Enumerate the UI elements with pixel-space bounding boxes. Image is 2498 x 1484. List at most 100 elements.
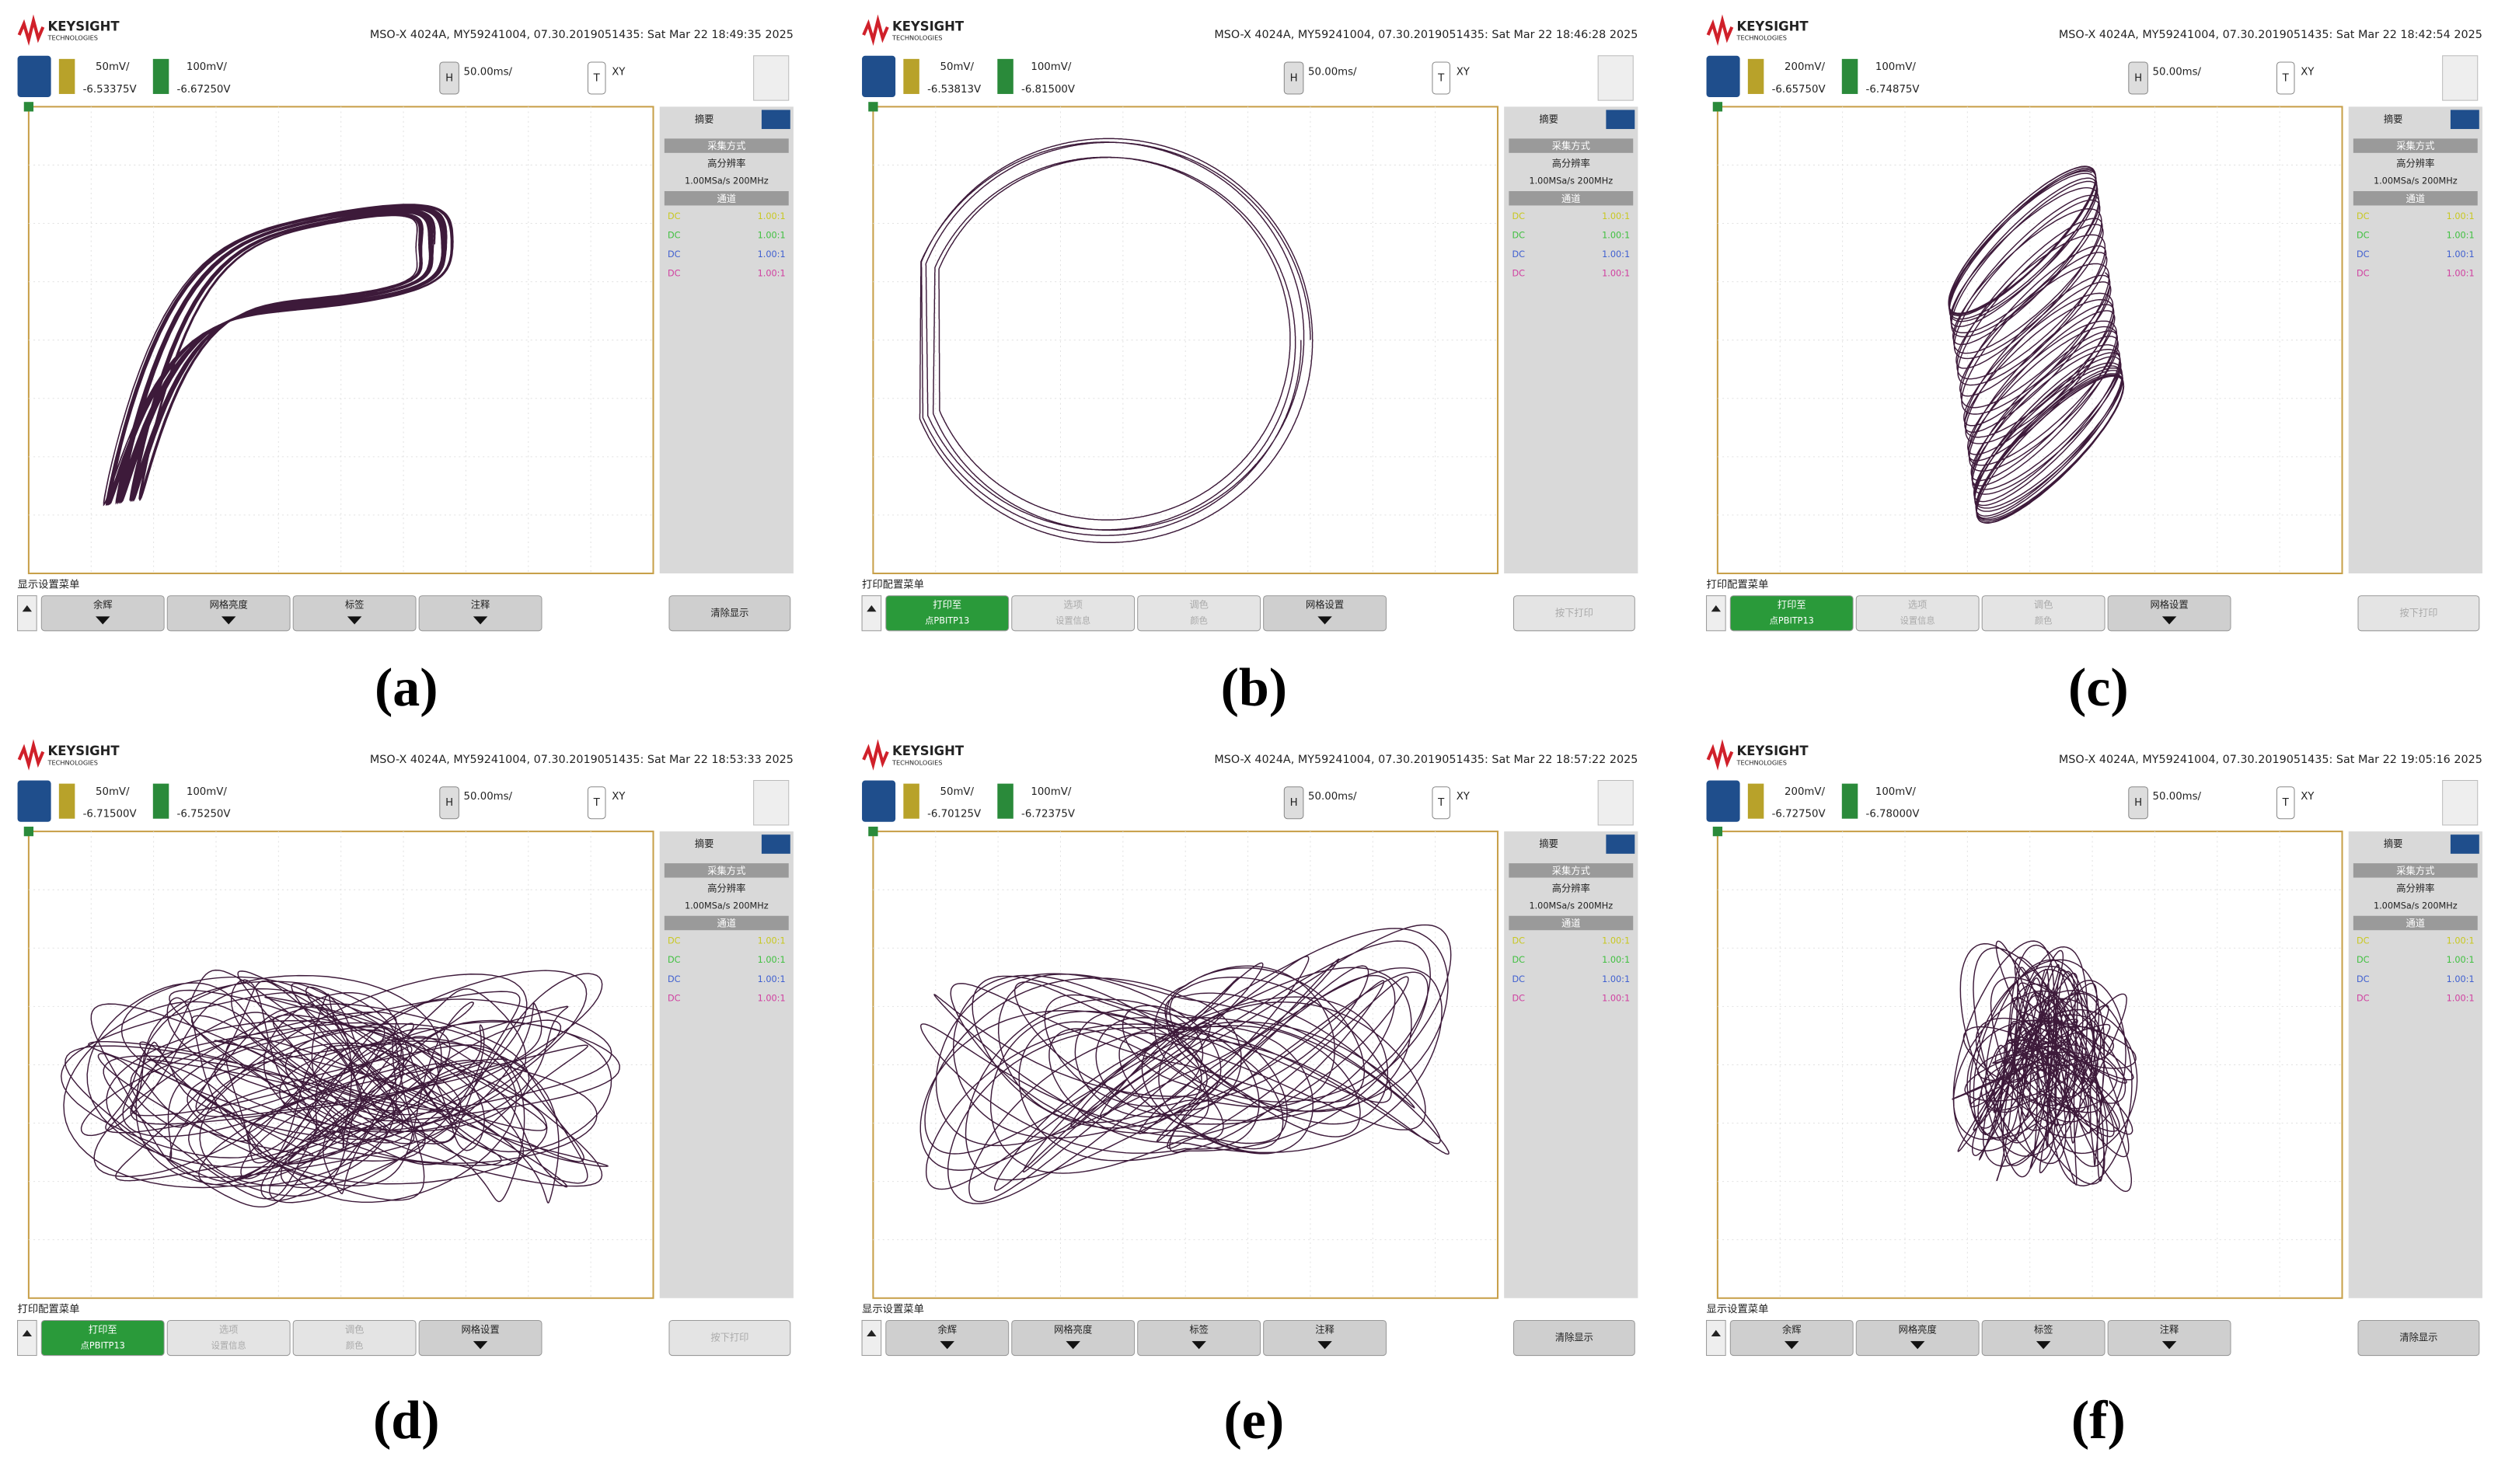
t-key — [1432, 61, 1451, 95]
ch1-scale: 200mV/ — [1785, 786, 1825, 798]
probe: 1.00:1 — [1602, 936, 1630, 946]
menu-button[interactable] — [885, 595, 1010, 632]
menu-button[interactable] — [418, 595, 543, 632]
probe: 1.00:1 — [1602, 974, 1630, 984]
h-key-label: H — [445, 797, 453, 809]
down-arrow — [96, 616, 110, 625]
coupling: DC — [1512, 230, 1525, 240]
menu-right-button[interactable] — [2357, 595, 2480, 632]
ch2-scale: 100mV/ — [1031, 61, 1071, 73]
timebase: 50.00ms/ — [1308, 66, 1357, 78]
panel-label: (c) — [2068, 658, 2129, 718]
menu-button[interactable] — [2107, 1319, 2231, 1357]
menu-right-button[interactable] — [1512, 1319, 1635, 1357]
trace — [919, 924, 1452, 1204]
probe: 1.00:1 — [1602, 993, 1630, 1003]
header: MSO-X 4024A, MY59241004, 07.30.201905143… — [2059, 754, 2482, 766]
trace — [1948, 165, 2125, 524]
menu-button[interactable] — [292, 1319, 417, 1357]
brand: KEYSIGHT — [892, 744, 965, 758]
menu-button[interactable] — [1137, 1319, 1261, 1357]
ground-marker — [1712, 102, 1723, 112]
menu-button[interactable] — [1137, 595, 1261, 632]
menu-button[interactable] — [1263, 1319, 1387, 1357]
bar — [664, 863, 789, 878]
menu-right-button[interactable] — [1512, 595, 1635, 632]
tool-icon — [753, 55, 790, 101]
menu-button[interactable] — [1263, 595, 1387, 632]
coupling: DC — [2357, 936, 2370, 946]
menu-button[interactable] — [166, 1319, 291, 1357]
coupling: DC — [2357, 269, 2370, 279]
menu-button[interactable] — [1981, 1319, 2106, 1357]
t-key-label: T — [593, 72, 601, 84]
coupling: DC — [668, 249, 681, 260]
menu-button-sub: 颜色 — [2035, 615, 2053, 626]
coupling: DC — [1512, 269, 1525, 279]
menu-button[interactable] — [2107, 595, 2231, 632]
header: MSO-X 4024A, MY59241004, 07.30.201905143… — [1214, 29, 1638, 41]
menu-up — [17, 1319, 37, 1357]
acq-rate: 1.00MSa/s 200MHz — [1529, 176, 1613, 186]
coupling: DC — [668, 936, 681, 946]
coupling: DC — [2357, 230, 2370, 240]
sidebar — [2348, 831, 2482, 1298]
sidebar-tab: 摘要 — [1539, 838, 1558, 849]
menu-button-sub: 点PBITP13 — [81, 1340, 125, 1350]
logo-wave — [1706, 14, 1734, 46]
menu-button[interactable] — [40, 595, 165, 632]
down-arrow — [221, 616, 236, 625]
probe: 1.00:1 — [1602, 211, 1630, 221]
probe: 1.00:1 — [2447, 974, 2475, 984]
menu-right-button[interactable] — [2357, 1319, 2480, 1357]
ch2-offset: -6.75250V — [177, 809, 231, 820]
t-key — [587, 786, 606, 820]
menu-right-label: 清除显示 — [2399, 1332, 2437, 1343]
brand: KEYSIGHT — [48, 744, 120, 758]
down-arrow — [2161, 616, 2177, 625]
menu-right-button[interactable] — [668, 1319, 791, 1357]
sidebar-tab: 摘要 — [2384, 113, 2403, 124]
brand: KEYSIGHT — [892, 19, 965, 33]
menu-right-button[interactable] — [668, 595, 791, 632]
menu-button-label: 打印至 — [933, 600, 961, 611]
ch1-offset: -6.65750V — [1772, 84, 1826, 96]
acq-rate: 1.00MSa/s 200MHz — [2374, 176, 2458, 186]
menu-button[interactable] — [1729, 595, 1854, 632]
menu-button[interactable] — [1011, 1319, 1136, 1357]
menu-button[interactable] — [1981, 595, 2106, 632]
h-key — [2128, 61, 2148, 95]
ground-marker — [1712, 826, 1723, 837]
down-arrow — [1785, 1341, 1799, 1350]
probe: 1.00:1 — [2447, 993, 2475, 1003]
menu-right-label: 清除显示 — [710, 607, 748, 618]
up-arrow — [22, 1329, 32, 1336]
trace — [1952, 940, 2138, 1193]
coupling: DC — [2357, 955, 2370, 965]
menu-button[interactable] — [1855, 1319, 1980, 1357]
menu-button[interactable] — [40, 1319, 165, 1357]
h-key — [2128, 786, 2148, 820]
sidebar-tab: 摘要 — [695, 838, 714, 849]
ch1-offset: -6.70125V — [927, 809, 981, 820]
down-arrow — [1317, 1341, 1332, 1350]
menu-button[interactable] — [292, 595, 417, 632]
menu-button[interactable] — [1011, 595, 1136, 632]
brand-sub: TECHNOLOGIES — [891, 34, 942, 42]
acq-title: 采集方式 — [1552, 865, 1590, 876]
ch2-box — [152, 783, 169, 819]
coupling: DC — [1512, 211, 1525, 221]
menu-button-sub: 设置信息 — [211, 1339, 246, 1350]
menu-button[interactable] — [418, 1319, 543, 1357]
ch1-box — [903, 783, 919, 819]
menu-button-label: 打印至 — [89, 1324, 117, 1335]
menu-button[interactable] — [1729, 1319, 1854, 1357]
menu-button[interactable] — [885, 1319, 1010, 1357]
probe: 1.00:1 — [758, 269, 786, 279]
probe: 1.00:1 — [758, 936, 786, 946]
menu-button[interactable] — [1855, 595, 1980, 632]
menu-button[interactable] — [166, 595, 291, 632]
ch2-scale: 100mV/ — [1875, 61, 1916, 73]
panel-label: (d) — [373, 1391, 440, 1451]
